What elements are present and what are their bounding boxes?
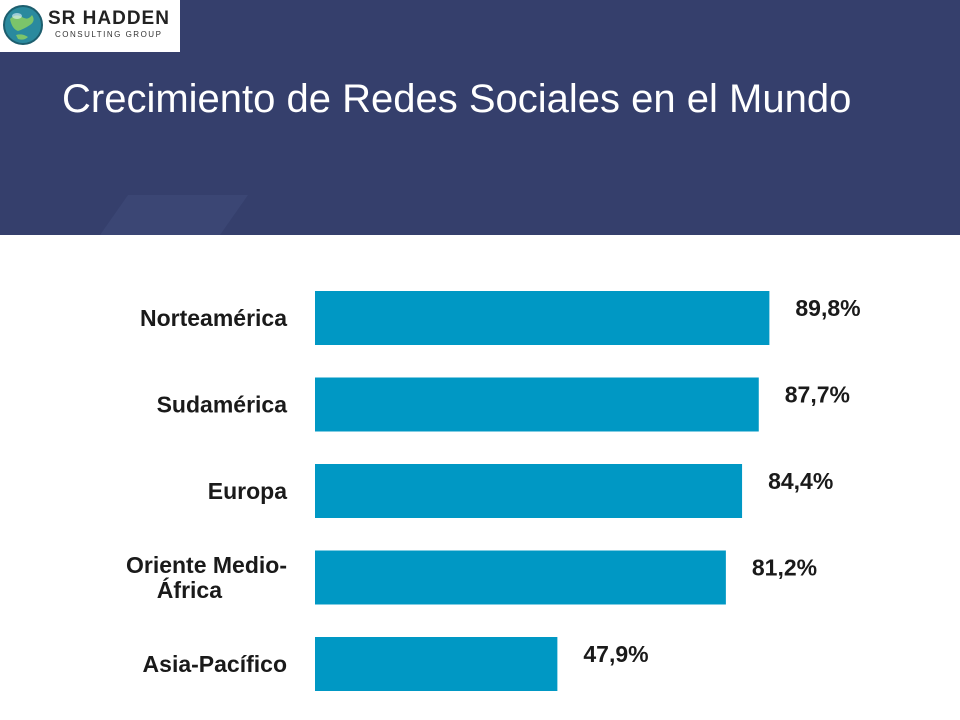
page-title: Crecimiento de Redes Sociales en el Mund… [62,77,852,121]
category-label-4: Asia-Pacífico [143,651,287,677]
bar-chart: Norteamérica 89,8% Sudamérica 87,7% Europa 84… [126,291,861,691]
bar-4 [315,637,558,691]
category-label-3: Oriente Medio-África [126,552,287,603]
header-band: SR HADDEN CONSULTING GROUP Crecimiento d… [0,0,960,235]
bar-3 [315,550,726,605]
logo-name: SR HADDEN [48,8,170,29]
value-label-4: 47,9% [583,641,648,667]
header-decoration [71,195,249,235]
bar-1 [315,377,759,432]
bar-0 [315,291,770,345]
value-label-2: 84,4% [768,468,833,494]
value-label-3: 81,2% [752,555,817,581]
globe-icon [3,5,43,45]
bar-2 [315,464,743,518]
value-label-0: 89,8% [795,295,860,321]
category-label-1: Sudamérica [157,392,288,418]
company-logo: SR HADDEN CONSULTING GROUP [0,0,180,52]
value-label-1: 87,7% [785,382,850,408]
logo-subtitle: CONSULTING GROUP [55,30,163,39]
category-label-2: Europa [208,478,287,504]
category-label-0: Norteamérica [140,305,287,331]
